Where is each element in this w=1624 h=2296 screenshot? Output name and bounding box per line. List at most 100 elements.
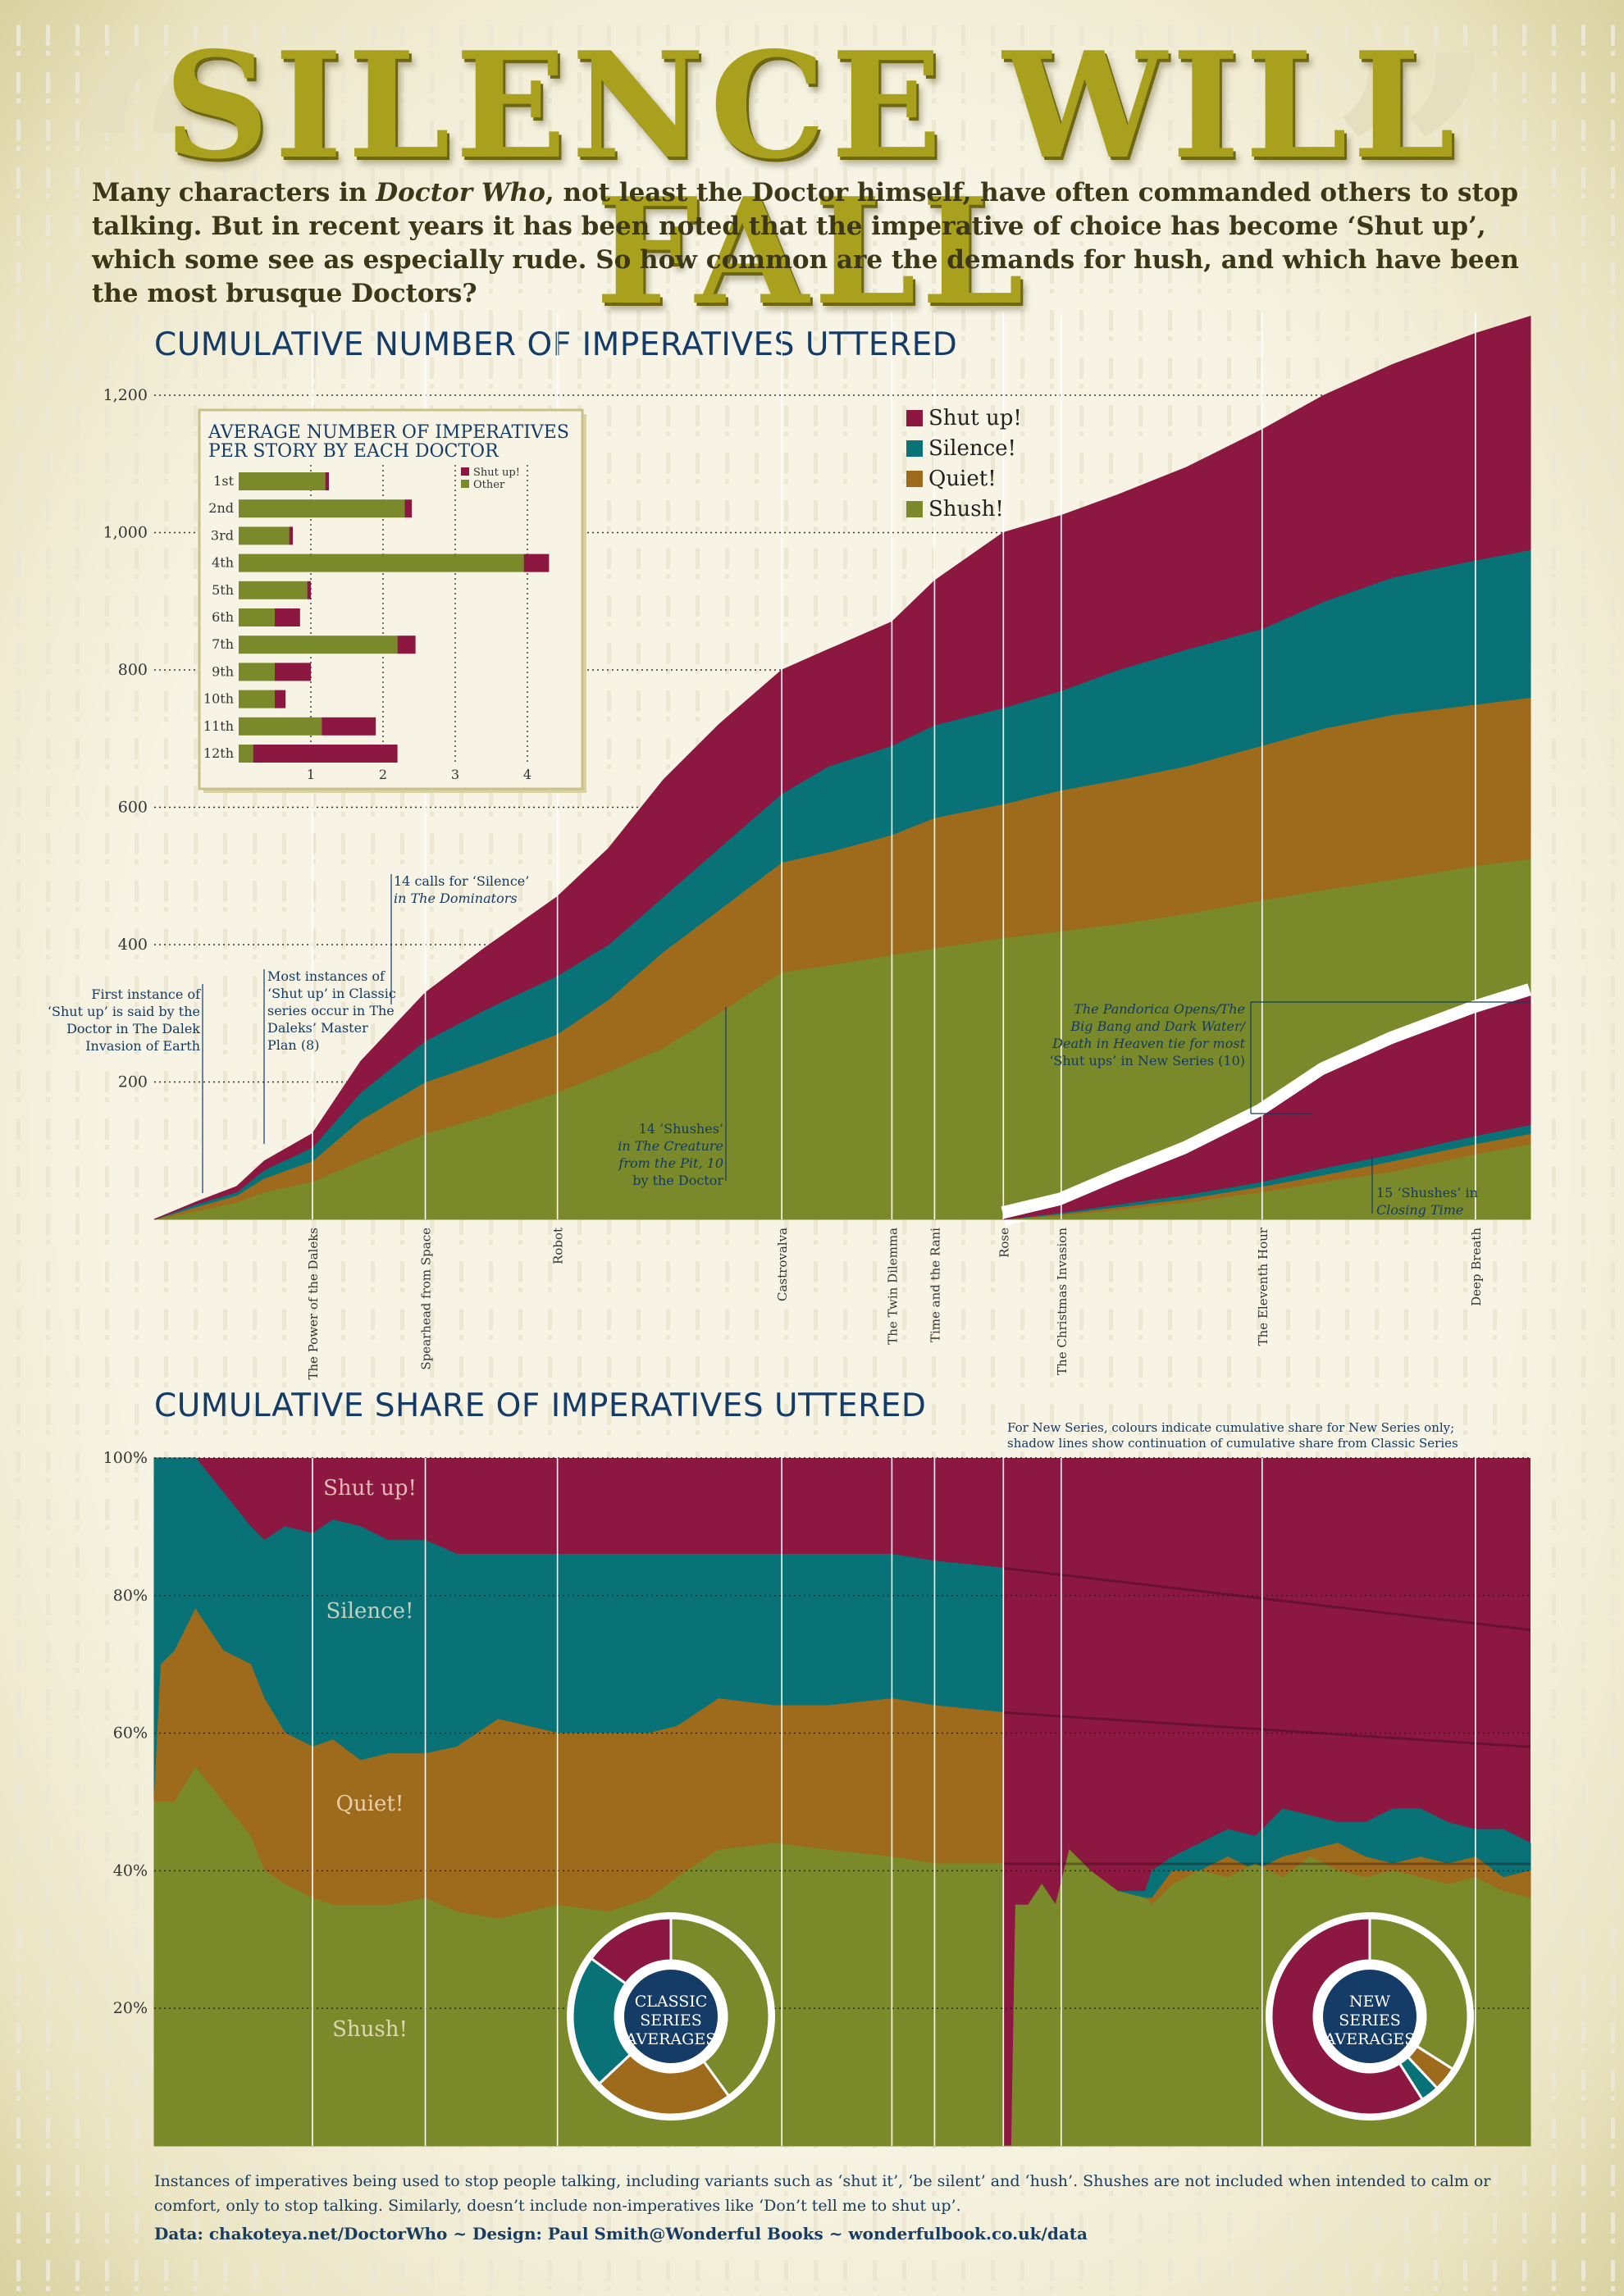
bg-exclaim-dot (1257, 1573, 1261, 1578)
bg-exclaim-dot (400, 954, 404, 959)
bg-exclaim-dot (223, 717, 227, 722)
bg-exclaim-dot (1316, 51, 1320, 56)
bg-exclaim (253, 1689, 257, 1711)
bg-exclaim (755, 1404, 759, 1425)
bg-exclaim-dot (1257, 2048, 1261, 2053)
bg-exclaim-dot (1138, 1906, 1143, 1911)
bg-exclaim (636, 1118, 641, 1140)
bg-exclaim (666, 643, 670, 664)
bg-exclaim (873, 1737, 877, 1758)
bg-exclaim (991, 1832, 995, 1853)
bg-exclaim (135, 310, 139, 331)
bg-exclaim-dot (164, 1240, 168, 1245)
bg-exclaim-dot (1286, 1715, 1290, 1720)
bg-exclaim (253, 1832, 257, 1853)
bg-exclaim (16, 548, 21, 569)
bg-exclaim-dot (518, 1383, 522, 1387)
bg-exclaim-dot (371, 2143, 375, 2148)
bg-exclaim-dot (1286, 526, 1290, 531)
bg-exclaim (1463, 1927, 1467, 1948)
bg-exclaim (1493, 1594, 1497, 1615)
bg-exclaim-dot (873, 1430, 877, 1435)
bg-exclaim-dot (873, 622, 877, 626)
bg-exclaim (16, 833, 21, 854)
bg-exclaim-dot (607, 1763, 611, 1768)
bg-exclaim-dot (371, 1383, 375, 1387)
bg-exclaim (75, 548, 80, 569)
bg-exclaim-dot (105, 764, 109, 769)
bg-exclaim-dot (105, 859, 109, 864)
bg-exclaim (932, 1071, 936, 1092)
bg-exclaim (666, 262, 670, 284)
bg-exclaim-dot (1581, 98, 1585, 103)
bg-exclaim-dot (194, 1145, 198, 1150)
bg-exclaim (518, 643, 522, 664)
bg-exclaim (902, 1879, 906, 1901)
bg-exclaim-dot (1197, 907, 1202, 912)
bg-exclaim (371, 2117, 375, 2139)
bg-exclaim-dot (1168, 51, 1172, 56)
bg-exclaim (253, 1166, 257, 1187)
bg-exclaim-dot (1286, 1383, 1290, 1387)
bg-exclaim (223, 1499, 227, 1520)
bg-exclaim (459, 738, 463, 759)
bg-exclaim-dot (75, 1240, 80, 1245)
bg-exclaim (1168, 1975, 1172, 1996)
bg-exclaim (961, 25, 965, 46)
bg-exclaim (725, 1737, 729, 1758)
bg-exclaim (341, 72, 345, 93)
bg-exclaim-dot (814, 1478, 818, 1483)
bg-exclaim (75, 1023, 80, 1045)
bg-exclaim-dot (164, 51, 168, 56)
bg-exclaim (814, 453, 818, 474)
bg-exclaim-dot (1345, 1668, 1349, 1673)
bg-exclaim-dot (873, 1383, 877, 1387)
bg-exclaim (1375, 1594, 1379, 1615)
bg-exclaim-dot (577, 1573, 582, 1578)
bg-exclaim (282, 453, 286, 474)
bg-exclaim-dot (725, 146, 729, 151)
bg-exclaim (430, 690, 434, 712)
bg-exclaim (1316, 1071, 1320, 1092)
bg-exclaim-dot (75, 2096, 80, 2101)
bg-exclaim (459, 120, 463, 141)
bg-exclaim-dot (400, 622, 404, 626)
bg-exclaim-dot (194, 1573, 198, 1578)
bg-exclaim-dot (1168, 1525, 1172, 1530)
bg-exclaim-dot (1227, 526, 1231, 531)
bg-exclaim-dot (223, 1240, 227, 1245)
bg-exclaim (1286, 1071, 1290, 1092)
bg-exclaim (194, 833, 198, 854)
bg-exclaim (16, 72, 21, 93)
bg-exclaim (1434, 1261, 1438, 1282)
bg-exclaim-dot (1020, 431, 1024, 436)
bg-exclaim-dot (75, 859, 80, 864)
bg-exclaim-dot (873, 146, 877, 151)
bg-exclaim-dot (1050, 1192, 1054, 1197)
bg-exclaim (548, 2022, 552, 2043)
bg-exclaim-dot (1375, 146, 1379, 151)
bg-exclaim (1581, 1404, 1585, 1425)
bg-exclaim-dot (548, 1383, 552, 1387)
bg-exclaim (194, 1642, 198, 1663)
bg-exclaim (873, 72, 877, 93)
bg-exclaim-dot (105, 669, 109, 674)
bg-exclaim-dot (1493, 1763, 1497, 1768)
bg-exclaim (341, 167, 345, 189)
bg-exclaim (223, 1784, 227, 1806)
bg-exclaim-dot (932, 1953, 936, 1958)
bg-exclaim (253, 262, 257, 284)
bg-exclaim (282, 1214, 286, 1235)
bg-exclaim-dot (1020, 1668, 1024, 1673)
bg-exclaim-dot (1463, 622, 1467, 626)
bg-exclaim (1581, 215, 1585, 236)
bg-exclaim (105, 595, 109, 617)
bg-exclaim-dot (253, 194, 257, 198)
bg-exclaim-dot (1434, 812, 1438, 817)
bg-exclaim-dot (46, 98, 50, 103)
bg-exclaim (696, 1404, 700, 1425)
bg-exclaim (991, 928, 995, 950)
bg-exclaim (489, 1261, 493, 1282)
bg-exclaim-dot (1257, 574, 1261, 579)
bg-exclaim-dot (991, 479, 995, 484)
